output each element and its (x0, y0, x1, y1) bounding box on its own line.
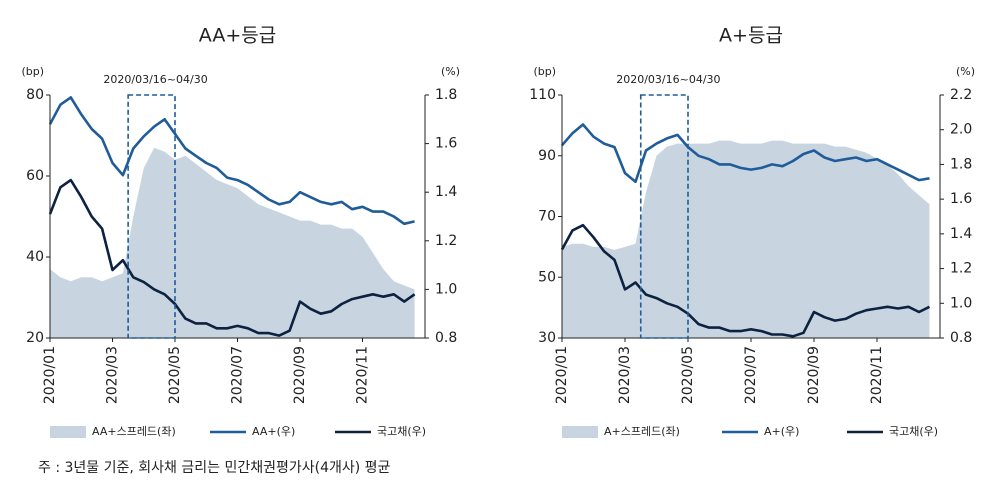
line (561, 123, 930, 184)
y-tick-label: 60 (26, 168, 44, 184)
y-unit: (bp) (21, 65, 44, 78)
y2-tick-label: 2.0 (950, 122, 972, 138)
line (48, 96, 415, 226)
x-tick-label: 2020/09 (292, 346, 308, 404)
y-tick-label: 90 (538, 148, 556, 164)
y2-tick-label: 1.4 (435, 184, 457, 200)
annotation: 2020/03/16~04/30 (103, 73, 207, 86)
y2-unit: (%) (441, 65, 460, 78)
legend-label: AA+스프레드(좌) (92, 425, 176, 438)
legend-label: 국고채(우) (889, 425, 938, 438)
y2-tick-label: 0.8 (950, 330, 972, 346)
y-tick-label: 80 (26, 87, 44, 103)
chart-title: AA+등급 (199, 25, 276, 47)
x-tick-label: 2020/03 (105, 346, 121, 404)
y2-tick-label: 1.0 (950, 295, 972, 311)
y2-tick-label: 2.2 (950, 87, 972, 103)
x-tick-label: 2020/07 (230, 346, 246, 404)
y-tick-label: 20 (26, 330, 44, 346)
annotation-box (127, 94, 176, 339)
area (562, 140, 930, 338)
legend-swatch (562, 426, 598, 438)
legend-swatch (50, 426, 86, 438)
x-tick-label: 2020/03 (617, 346, 633, 404)
y2-tick-label: 1.8 (435, 87, 457, 103)
y2-tick-label: 1.8 (950, 156, 972, 172)
y-tick-label: 30 (538, 330, 556, 346)
x-tick-label: 2020/05 (167, 346, 183, 404)
y2-tick-label: 1.6 (950, 191, 972, 207)
x-tick-label: 2020/11 (355, 346, 371, 404)
x-tick-label: 2020/09 (806, 346, 822, 404)
y-tick-label: 70 (538, 209, 556, 225)
legend-label: A+(우) (764, 425, 799, 438)
y2-unit: (%) (956, 65, 975, 78)
y2-tick-label: 1.2 (435, 233, 457, 249)
x-tick-label: 2020/11 (869, 346, 885, 404)
y-tick-label: 50 (538, 269, 556, 285)
chart-title: A+등급 (719, 25, 783, 47)
legend-label: 국고채(우) (377, 425, 426, 438)
x-tick-label: 2020/01 (554, 346, 570, 404)
y2-tick-label: 1.2 (950, 261, 972, 277)
legend-label: A+스프레드(좌) (604, 425, 680, 438)
note: 주 : 3년물 기준, 회사채 금리는 민간채권평가사(4개사) 평균 (38, 460, 391, 476)
y2-tick-label: 1.0 (435, 281, 457, 297)
line (560, 223, 931, 338)
annotation: 2020/03/16~04/30 (616, 73, 720, 86)
y-tick-label: 40 (26, 249, 44, 265)
x-tick-label: 2020/01 (42, 346, 58, 404)
legend-label: AA+(우) (252, 425, 295, 438)
x-tick-label: 2020/07 (743, 346, 759, 404)
y2-tick-label: 1.6 (435, 136, 457, 152)
annotation-box (639, 94, 689, 339)
y2-tick-label: 1.4 (950, 226, 972, 242)
line (48, 178, 416, 337)
x-tick-label: 2020/05 (680, 346, 696, 404)
y-unit: (bp) (533, 65, 556, 78)
area (50, 147, 415, 338)
y-tick-label: 110 (529, 87, 556, 103)
y2-tick-label: 0.8 (435, 330, 457, 346)
